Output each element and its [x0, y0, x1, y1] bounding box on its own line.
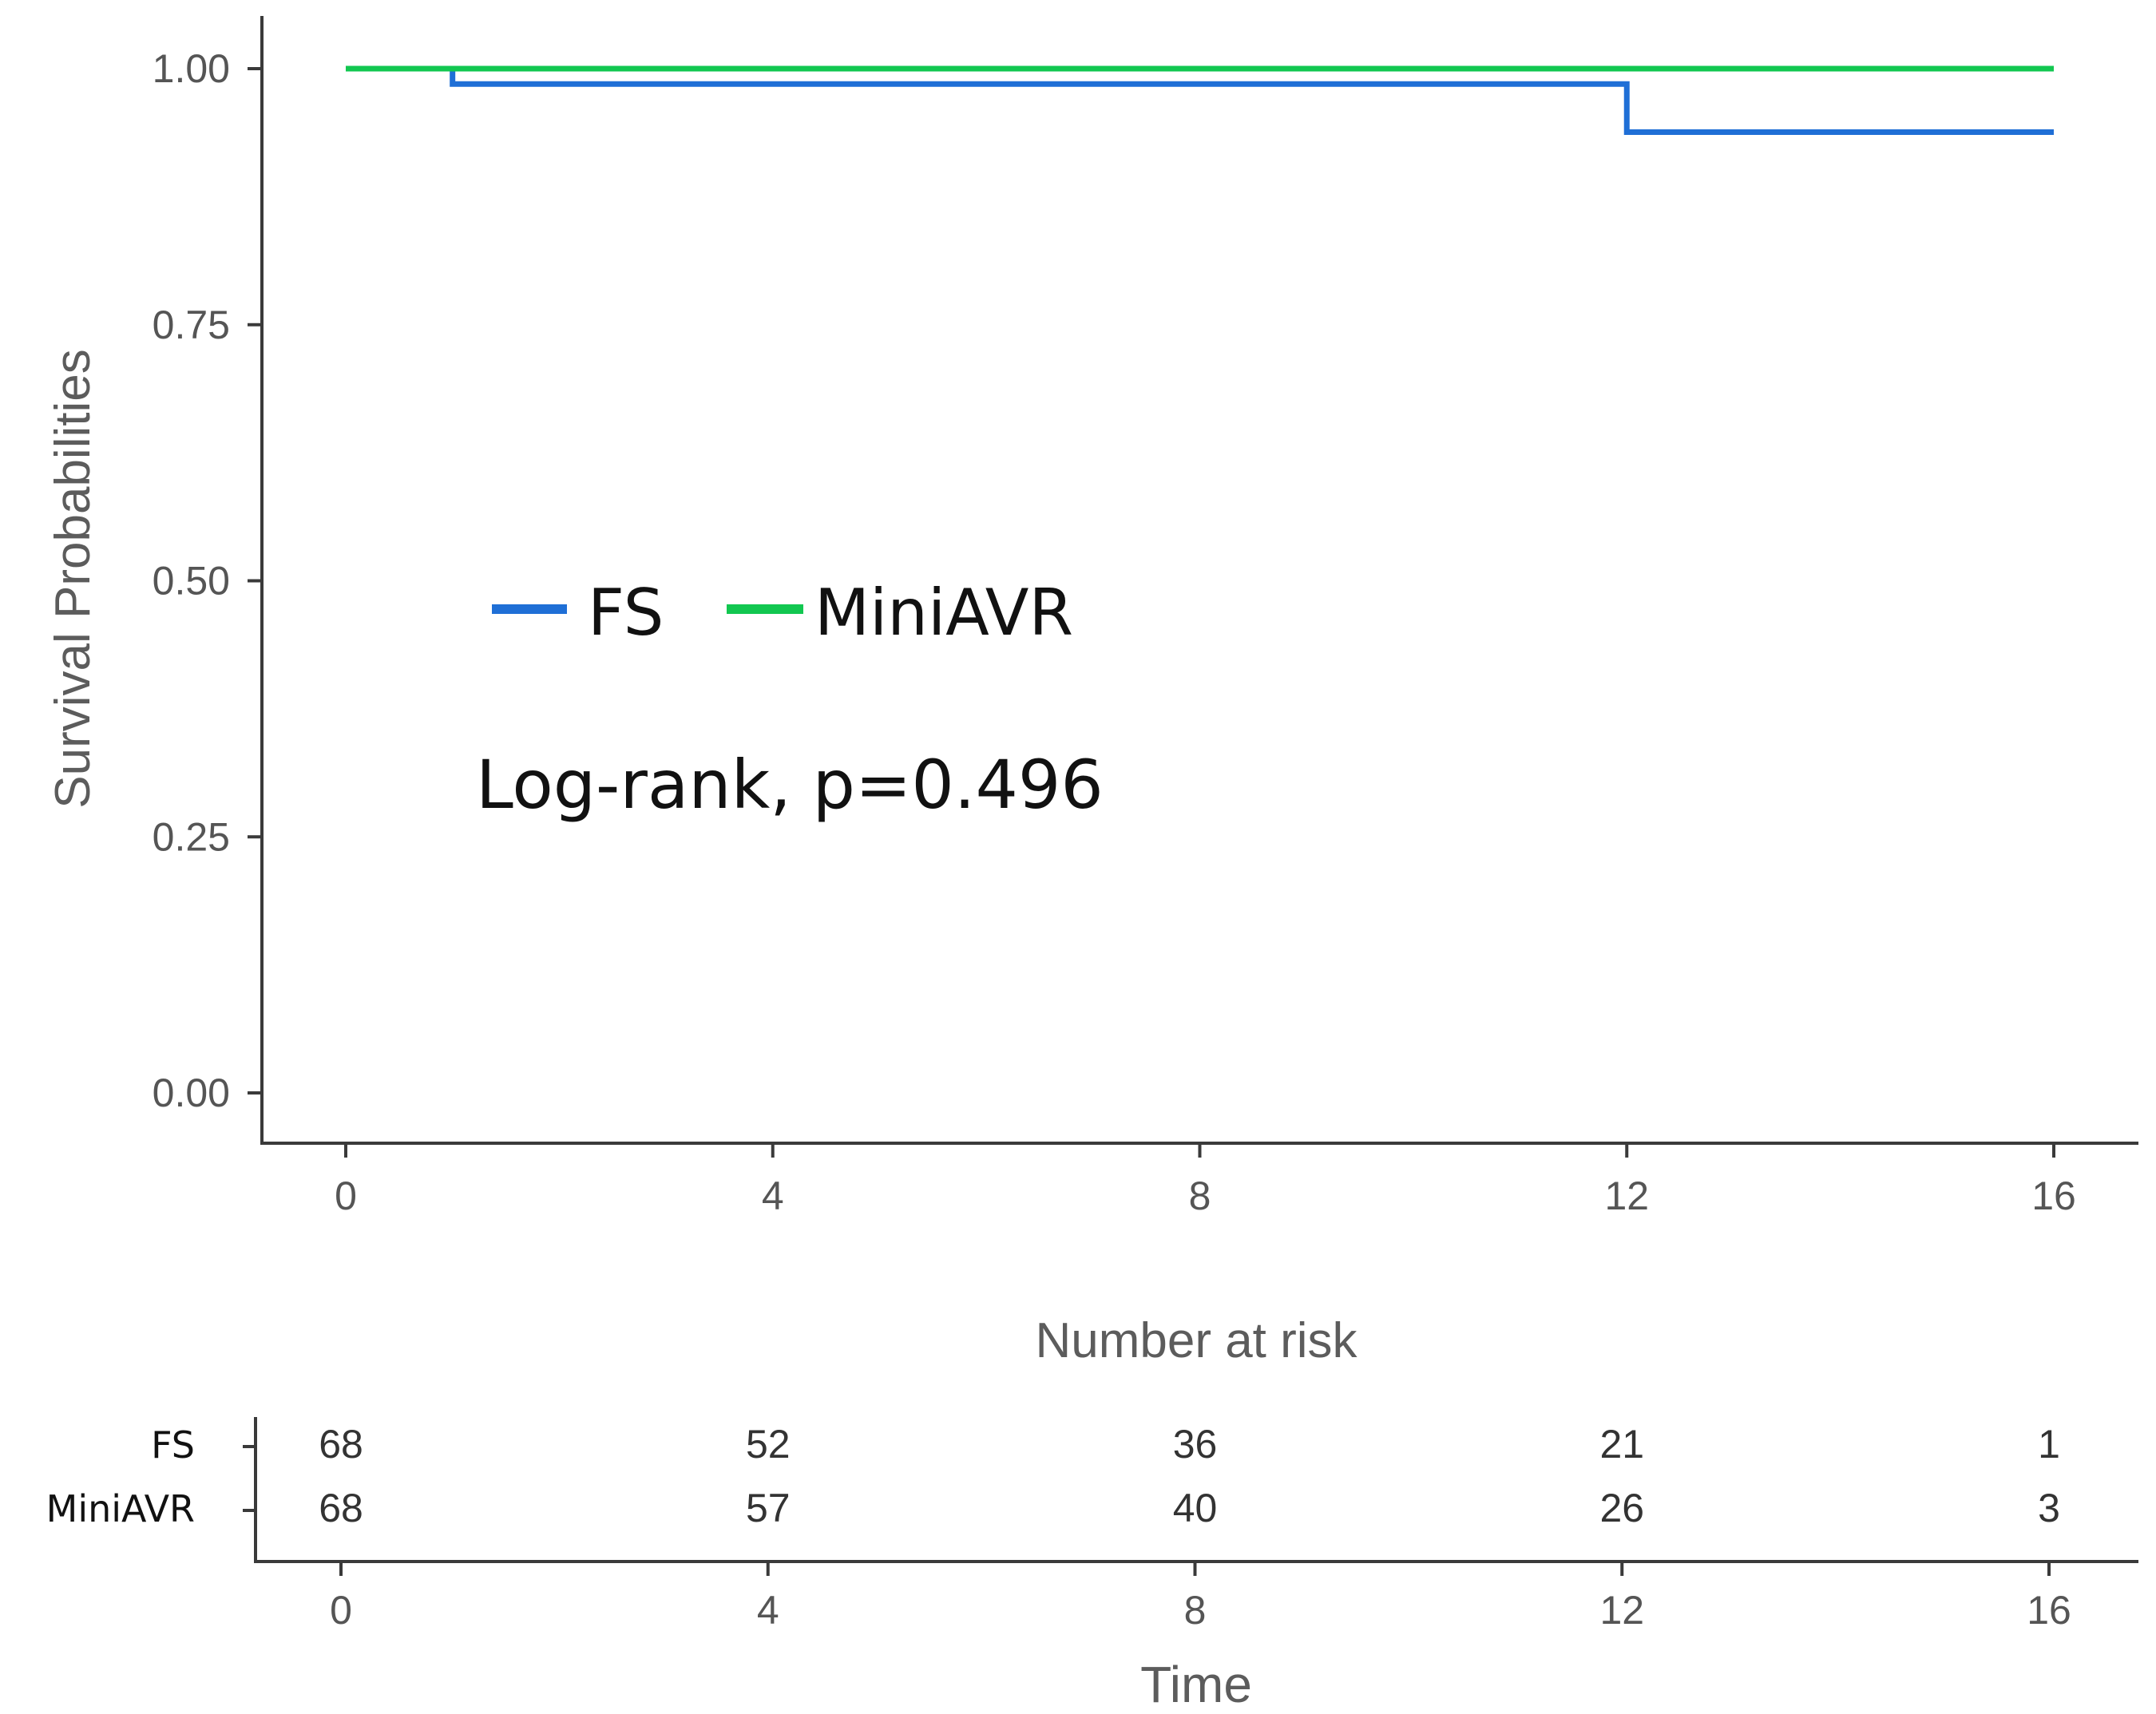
x-tick-label: 12	[1604, 1174, 1649, 1218]
y-tick-label: 0.00	[153, 1071, 230, 1115]
risk-cell: 52	[746, 1422, 791, 1467]
risk-x-tick-label: 16	[2027, 1588, 2071, 1633]
risk-cell: 40	[1173, 1486, 1218, 1530]
risk-cell: 36	[1173, 1422, 1218, 1467]
risk-cell: 21	[1599, 1422, 1644, 1467]
risk-x-tick-label: 0	[330, 1588, 352, 1633]
survival-curve-fs	[346, 65, 2054, 136]
risk-table-x-ticks: 0 4 8 12 16	[330, 1562, 2071, 1633]
y-tick-label: 0.25	[153, 814, 230, 859]
risk-x-tick-label: 4	[757, 1588, 779, 1633]
risk-cell: 26	[1599, 1486, 1644, 1530]
x-tick-label: 0	[335, 1174, 357, 1218]
y-axis-ticks: 0.00 0.25 0.50 0.75 1.00	[153, 46, 262, 1115]
risk-cell: 57	[746, 1486, 791, 1530]
y-tick-label: 1.00	[153, 46, 230, 91]
risk-cell: 3	[2038, 1486, 2060, 1530]
risk-cell: 68	[319, 1422, 363, 1467]
survival-curves	[346, 65, 2054, 136]
legend: FS MiniAVR	[492, 576, 1073, 650]
x-tick-label: 16	[2031, 1174, 2076, 1218]
risk-table-rows: FS 68 52 36 21 1 MiniAVR 68 57 40 26 3	[46, 1422, 2060, 1530]
x-axis-ticks: 0 4 8 12 16	[335, 1143, 2076, 1218]
risk-row-label-miniavr: MiniAVR	[46, 1487, 195, 1530]
legend-label-fs: FS	[588, 576, 664, 650]
legend-label-miniavr: MiniAVR	[814, 576, 1073, 650]
risk-cell: 68	[319, 1486, 363, 1530]
x-tick-label: 8	[1189, 1174, 1211, 1218]
log-rank-annotation: Log-rank, p=0.496	[476, 746, 1104, 824]
y-tick-label: 0.75	[153, 303, 230, 347]
y-tick-label: 0.50	[153, 559, 230, 604]
risk-row-label-fs: FS	[151, 1423, 195, 1467]
main-plot: 0.00 0.25 0.50 0.75 1.00 0 4 8 12 16 Survival Pr…	[46, 16, 2138, 1218]
y-axis-title: Survival Probabilities	[46, 349, 101, 808]
risk-table-title: Number at risk	[1035, 1313, 1357, 1368]
x-axis-title: Time	[1140, 1656, 1252, 1713]
risk-cell: 1	[2038, 1422, 2060, 1467]
x-tick-label: 4	[762, 1174, 784, 1218]
risk-x-tick-label: 12	[1599, 1588, 1644, 1633]
risk-x-tick-label: 8	[1184, 1588, 1207, 1633]
